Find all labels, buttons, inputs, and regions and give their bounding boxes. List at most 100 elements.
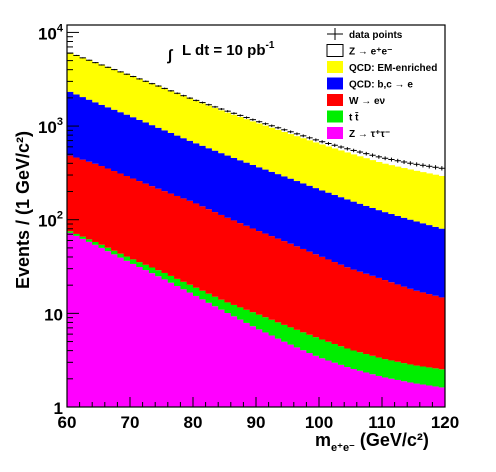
y-axis-title: Events / (1 GeV/c²): [13, 131, 33, 289]
bar-w-e-: [230, 220, 238, 305]
bar-qcd-em-enriched: [104, 67, 112, 108]
bar-w-e-: [432, 295, 440, 369]
bar-w-e-: [155, 188, 162, 271]
bar-z-: [243, 322, 251, 407]
bar-w-e-: [205, 209, 213, 294]
bar-qcd-b-c-e: [325, 192, 332, 260]
bar-t-t-: [388, 360, 395, 379]
bar-w-e-: [306, 251, 314, 335]
bar-qcd-em-enriched: [205, 105, 213, 149]
bar-t-t-: [155, 270, 162, 277]
bar-z-: [369, 374, 377, 407]
bar-qcd-b-c-e: [85, 99, 93, 162]
bar-qcd-b-c-e: [331, 194, 339, 263]
bar-t-t-: [67, 231, 74, 233]
bar-w-e-: [243, 225, 251, 310]
bar-qcd-b-c-e: [413, 221, 421, 291]
bar-z-: [413, 383, 421, 407]
bar-qcd-b-c-e: [111, 109, 118, 172]
bar-w-e-: [85, 161, 93, 240]
bar-z-: [92, 244, 99, 407]
bar-z-: [306, 353, 314, 407]
luminosity-text: L dt = 10 pb-1: [182, 40, 275, 59]
bar-w-e-: [211, 212, 219, 297]
bar-z-: [123, 260, 131, 407]
bar-t-t-: [218, 299, 225, 310]
bar-z-: [193, 295, 200, 407]
bar-qcd-b-c-e: [98, 104, 106, 167]
bar-qcd-b-c-e: [268, 171, 276, 237]
bar-qcd-b-c-e: [281, 176, 288, 242]
bar-qcd-b-c-e: [174, 135, 181, 196]
bar-t-t-: [426, 367, 433, 386]
bar-w-e-: [161, 191, 169, 273]
bar-w-e-: [350, 269, 358, 351]
bar-qcd-b-c-e: [400, 217, 408, 287]
bar-z-: [249, 326, 257, 407]
bar-t-t-: [117, 253, 125, 258]
bar-w-e-: [363, 273, 370, 355]
legend-swatch: [327, 77, 343, 90]
bar-w-e-: [174, 195, 181, 279]
bar-t-t-: [363, 354, 370, 373]
bar-z-: [382, 377, 389, 407]
bar-w-e-: [274, 238, 282, 323]
bar-qcd-b-c-e: [186, 140, 194, 201]
legend-label: Z → τ⁺τ⁻: [349, 129, 390, 140]
x-tick-label: 70: [121, 413, 140, 432]
bar-w-e-: [249, 228, 257, 313]
bar-qcd-b-c-e: [382, 212, 389, 281]
bar-t-t-: [79, 236, 87, 239]
bar-qcd-b-c-e: [426, 225, 433, 295]
bar-w-e-: [123, 176, 131, 257]
bar-w-e-: [413, 290, 421, 366]
bar-t-t-: [92, 241, 99, 245]
bar-w-e-: [369, 275, 377, 356]
y-tick-label: 1: [54, 399, 63, 418]
bar-w-e-: [256, 231, 263, 315]
bar-qcd-em-enriched: [375, 162, 383, 211]
bar-t-t-: [325, 341, 332, 361]
bar-qcd-em-enriched: [319, 144, 326, 191]
bar-qcd-b-c-e: [193, 143, 200, 204]
legend-label: W → eν: [349, 96, 386, 107]
bar-qcd-em-enriched: [382, 163, 389, 213]
bar-qcd-em-enriched: [344, 152, 351, 200]
bar-t-t-: [111, 250, 118, 255]
bar-z-: [432, 386, 440, 407]
bar-z-: [319, 358, 326, 407]
x-axis-title: me⁺e⁻ (GeV/c²): [315, 430, 429, 454]
bar-w-e-: [79, 159, 87, 237]
y-tick-label: 104: [38, 22, 64, 43]
bar-qcd-em-enriched: [73, 55, 80, 95]
bar-qcd-b-c-e: [287, 178, 295, 244]
bar-qcd-em-enriched: [167, 91, 175, 133]
bar-t-t-: [350, 350, 358, 370]
bar-w-e-: [186, 200, 194, 285]
bar-t-t-: [293, 329, 301, 348]
bar-w-e-: [325, 259, 332, 342]
bar-qcd-b-c-e: [136, 119, 143, 182]
bar-qcd-b-c-e: [230, 157, 238, 221]
bar-z-: [287, 344, 295, 407]
integral-symbol: ∫: [167, 47, 174, 64]
bar-z-: [325, 360, 332, 407]
bar-w-e-: [337, 264, 345, 347]
bar-z-: [98, 247, 106, 407]
y-tick-label: 102: [38, 210, 63, 231]
legend-label: data points: [349, 30, 403, 41]
bar-qcd-b-c-e: [79, 97, 87, 160]
bar-z-: [136, 267, 143, 407]
bar-t-t-: [249, 312, 257, 327]
bar-t-t-: [331, 344, 339, 363]
bar-z-: [293, 347, 301, 407]
bar-w-e-: [262, 233, 269, 318]
luminosity-annotation: ∫ L dt = 10 pb-1: [167, 40, 275, 64]
legend-swatch: [327, 61, 343, 73]
bar-z-: [148, 273, 156, 407]
bar-qcd-b-c-e: [350, 201, 358, 270]
bar-z-: [281, 341, 288, 407]
bar-qcd-em-enriched: [312, 142, 320, 189]
bar-z-: [111, 254, 118, 407]
bar-z-: [394, 379, 402, 407]
